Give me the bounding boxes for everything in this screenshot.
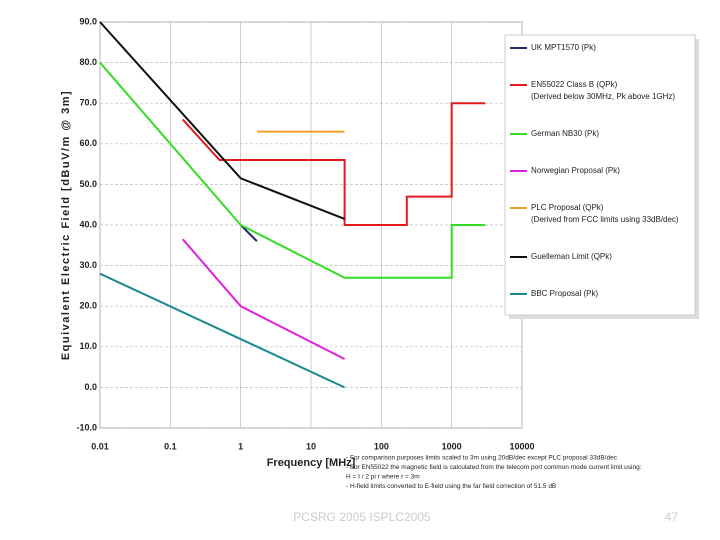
x-tick-label: 10 xyxy=(306,441,316,451)
y-tick-label: 70.0 xyxy=(79,98,97,108)
x-tick-label: 1000 xyxy=(442,441,462,451)
y-tick-label: 20.0 xyxy=(79,301,97,311)
legend-note: (Derived below 30MHz, Pk above 1GHz) xyxy=(531,92,675,101)
y-tick-label: -10.0 xyxy=(76,422,97,432)
note: - H-field limits converted to E-field us… xyxy=(346,483,556,490)
legend-label: German NB30 (Pk) xyxy=(531,129,599,138)
footer-text: PCSRG 2005 ISPLC2005 xyxy=(293,510,431,524)
y-tick-label: 50.0 xyxy=(79,179,97,189)
y-axis-label: Equivalent Electric Field [dBuV/m @ 3m] xyxy=(60,90,72,360)
note: - For comparison purposes limits scaled … xyxy=(346,455,618,462)
series-line xyxy=(99,272,346,389)
y-tick-label: 10.0 xyxy=(79,341,97,351)
series-line xyxy=(239,224,258,242)
x-tick-label: 1 xyxy=(238,441,243,451)
legend-label: Guelleman Limit (QPk) xyxy=(531,252,612,261)
legend-label: UK MPT1570 (Pk) xyxy=(531,43,596,52)
note: - For EN55022 the magnetic field is calc… xyxy=(346,464,642,471)
series-line xyxy=(99,61,486,279)
legend-label: EN55022 Class B (QPk) xyxy=(531,80,618,89)
legend-label: Norwegian Proposal (Pk) xyxy=(531,166,620,175)
series-line xyxy=(181,238,346,360)
y-tick-label: 80.0 xyxy=(79,57,97,67)
legend-note: (Derived from FCC limits using 33dB/dec) xyxy=(531,215,679,224)
y-tick-label: 30.0 xyxy=(79,260,97,270)
x-axis-label: Frequency [MHz] xyxy=(267,457,356,469)
y-tick-label: 60.0 xyxy=(79,138,97,148)
legend-box xyxy=(504,34,696,316)
note: H = I / 2 pi r where r = 3m xyxy=(346,474,420,481)
y-tick-label: 0.0 xyxy=(84,382,97,392)
notes: - For comparison purposes limits scaled … xyxy=(346,455,642,491)
x-tick-label: 10000 xyxy=(509,441,534,451)
x-tick-label: 0.1 xyxy=(164,441,177,451)
y-tick-label: 90.0 xyxy=(79,16,97,26)
y-tick-label: 40.0 xyxy=(79,219,97,229)
page-number: 47 xyxy=(665,510,679,524)
x-tick-label: 100 xyxy=(374,441,389,451)
series-line xyxy=(99,21,345,220)
legend-label: BBC Proposal (Pk) xyxy=(531,289,598,298)
series-line xyxy=(181,102,486,226)
legend-label: PLC Proposal (QPk) xyxy=(531,203,604,212)
x-tick-label: 0.01 xyxy=(91,441,109,451)
